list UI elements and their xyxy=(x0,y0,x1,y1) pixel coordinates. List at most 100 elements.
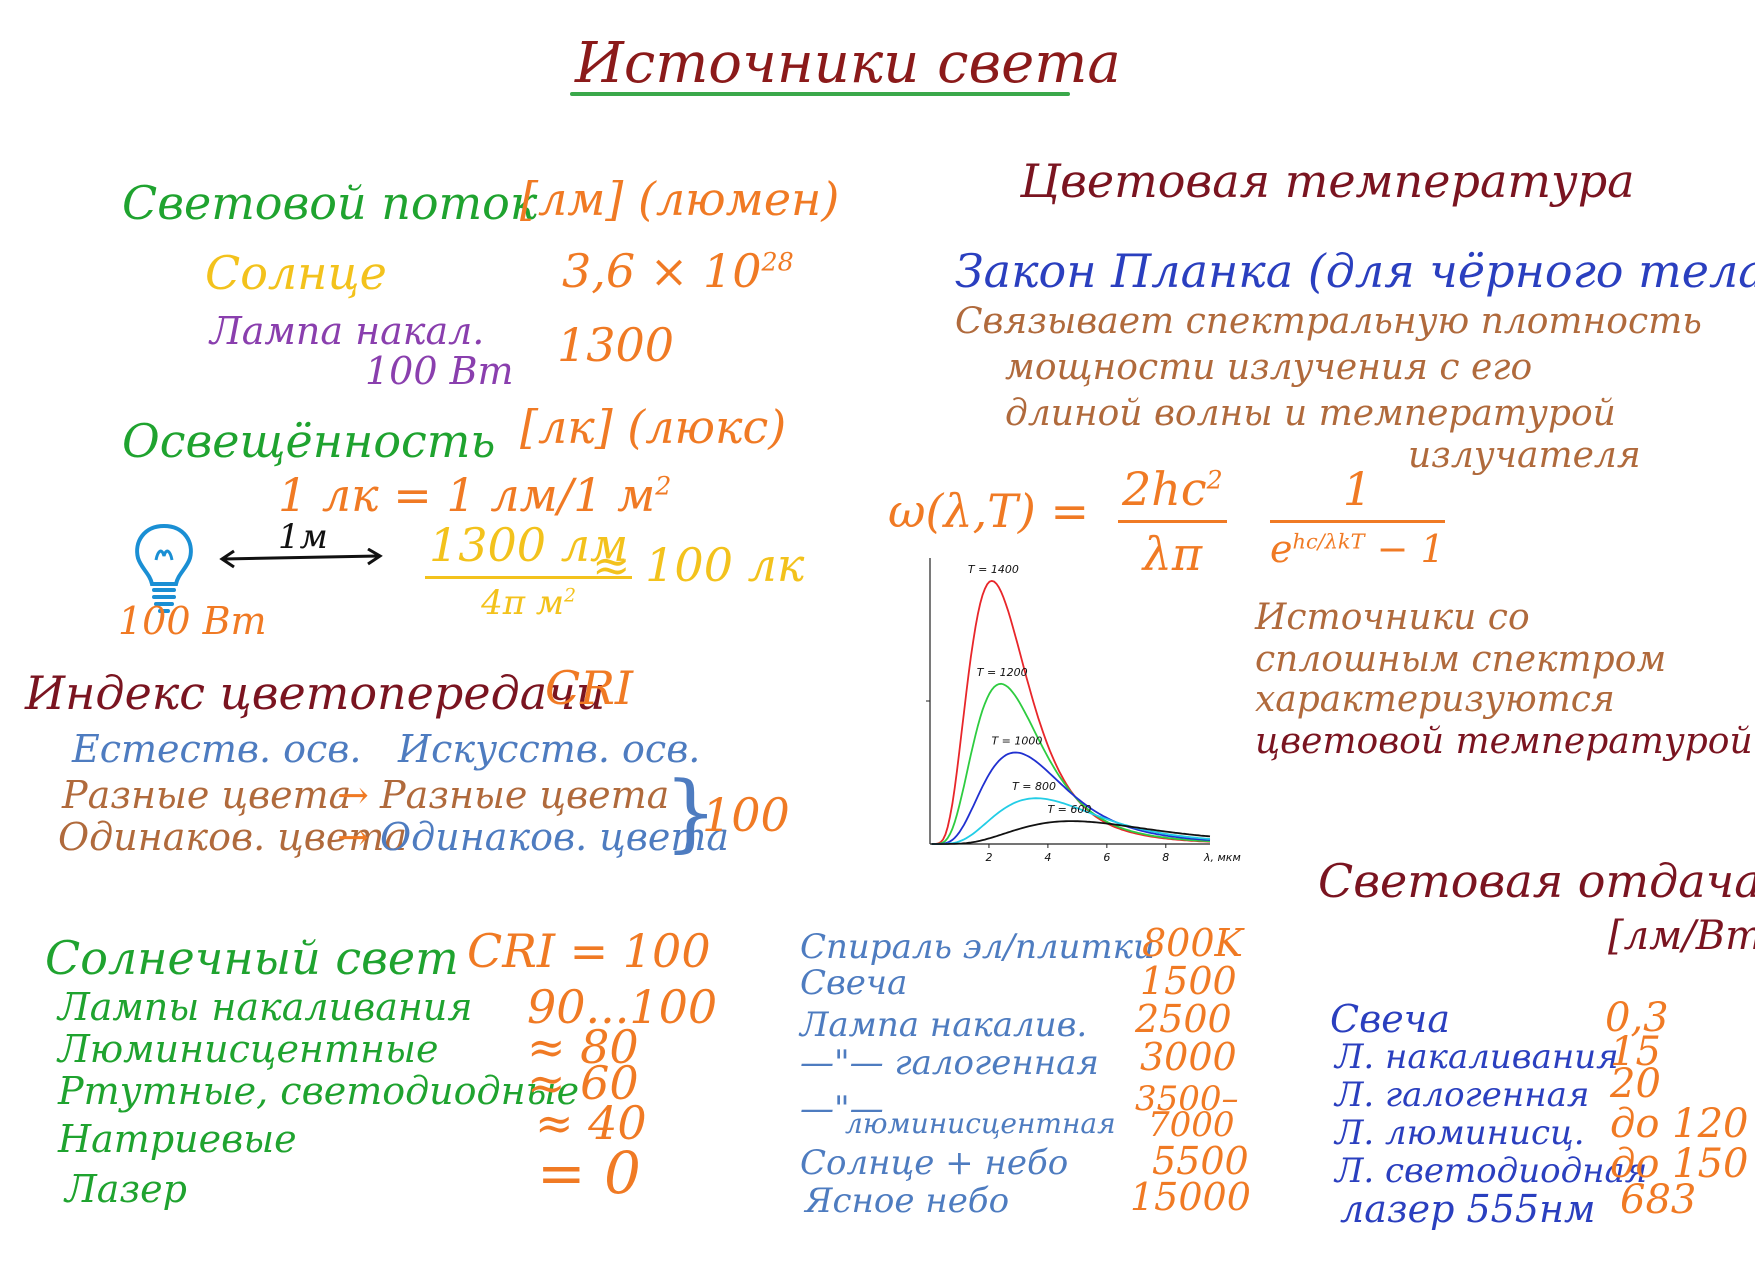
efficacy-item-label: Л. накаливания xyxy=(1335,1037,1619,1077)
cri-natural: Естеств. осв. xyxy=(72,727,362,771)
series-label: T = 600 xyxy=(1047,803,1091,816)
illum-fraction-numerator: 1300 лм xyxy=(429,518,629,572)
illum-unit: [лк] (люкс) xyxy=(520,400,787,454)
efficacy-item-value: до 120 xyxy=(1610,1101,1749,1147)
cri-item-label: Люминисцентные xyxy=(58,1027,439,1071)
planck-desc-line: мощности излучения с его xyxy=(1005,347,1533,388)
bulb-power-label: 100 Вт xyxy=(118,599,267,643)
illum-fraction-denominator: 4π м2 xyxy=(425,579,632,623)
flux-sun-value: 3,6 × 1028 xyxy=(562,248,794,294)
planck-desc-line: излучателя xyxy=(1408,435,1641,476)
cri-row2-left: Одинаков. цвета xyxy=(58,815,408,859)
efficacy-item-value: 683 xyxy=(1620,1177,1697,1223)
flux-sun-label: Солнце xyxy=(205,246,387,300)
x-axis-label: λ, мкм xyxy=(1203,851,1241,862)
series-label: T = 1200 xyxy=(977,666,1028,679)
planck-f2-bar xyxy=(1270,520,1445,523)
cri-item-label: Лампы накаливания xyxy=(58,985,473,1029)
illum-fraction-den-exponent: 2 xyxy=(564,585,576,607)
cri-heading: Индекс цветопередачи xyxy=(25,666,606,720)
planck-formula-lhs: ω(λ,T) = xyxy=(888,484,1090,538)
planck-f1-num-text: 2hc xyxy=(1122,462,1207,516)
temp-item-value: 2500 xyxy=(1135,997,1232,1041)
illum-fraction-den-text: 4π м xyxy=(481,583,565,623)
efficacy-item-value: 20 xyxy=(1610,1061,1661,1107)
temp-item-label: Ясное небо xyxy=(805,1181,1010,1221)
series-line xyxy=(931,751,1211,845)
cri-sun-value: CRI = 100 xyxy=(467,924,711,978)
cri-row1-right: Разные цвета xyxy=(380,773,670,817)
temp-item-value: 3000 xyxy=(1140,1035,1237,1079)
distance-label: 1м xyxy=(278,517,328,557)
colortemp-note-line: характеризуются xyxy=(1255,679,1615,720)
cri-brace: } xyxy=(664,763,718,861)
temp-item-label: люминисцентная xyxy=(845,1107,1116,1140)
temp-item-label: Лампа накалив. xyxy=(800,1005,1088,1045)
illum-heading: Освещённость xyxy=(122,414,496,468)
cri-item-value: ≈ 60 xyxy=(527,1056,639,1110)
cri-artificial: Искусств. осв. xyxy=(398,727,701,771)
temp-item-label: —"— галогенная xyxy=(800,1043,1099,1083)
efficacy-unit: [лм/Вт] xyxy=(1608,913,1755,959)
temp-item-value: 5500 xyxy=(1152,1139,1249,1183)
flux-lamp-power: 100 Вт xyxy=(365,349,514,393)
colortemp-note-line: сплошным спектром xyxy=(1255,639,1667,680)
temp-item-label: Солнце + небо xyxy=(800,1143,1069,1183)
cri-item-value: 90...100 xyxy=(527,980,718,1034)
efficacy-heading: Световая отдача xyxy=(1318,854,1755,908)
planck-f1-num-exponent: 2 xyxy=(1206,465,1223,495)
cri-item-value: ≈ 80 xyxy=(527,1020,639,1074)
planck-f2-den-tail: − 1 xyxy=(1364,527,1445,571)
efficacy-item-value: 0,3 xyxy=(1605,995,1669,1041)
temp-item-value: 3500– xyxy=(1135,1079,1239,1119)
efficacy-item-value: до 150 xyxy=(1610,1141,1749,1187)
illum-definition-text: 1 лк = 1 лм/1 м xyxy=(278,468,656,522)
temp-item-label: Спираль эл/плитки xyxy=(800,927,1155,967)
planck-f2-numerator: 1 xyxy=(1342,462,1372,516)
flux-lamp-label: Лампа накал. xyxy=(210,309,485,353)
colortemp-note-line: Источники со xyxy=(1255,597,1530,638)
planck-desc-line: длиной волны и температурой xyxy=(1005,393,1616,434)
planck-chart: 2 4 6 8 λ, мкм T = 1400 T = 1200 T = 1000 T = 80… xyxy=(926,558,1241,862)
x-tick-label: 2 xyxy=(985,851,992,862)
efficacy-item-label: Свеча xyxy=(1330,997,1450,1041)
series-line xyxy=(931,820,1211,845)
flux-lamp-value: 1300 xyxy=(557,318,675,372)
cri-item-value: = 0 xyxy=(537,1139,641,1207)
efficacy-item-label: Л. люминисц. xyxy=(1335,1113,1585,1153)
efficacy-item-label: Л. галогенная xyxy=(1335,1075,1590,1115)
series-label: T = 1000 xyxy=(991,734,1042,747)
planck-f2-den-exponent: hc/λkT xyxy=(1292,529,1365,554)
cri-row1-arrow: → xyxy=(337,773,369,817)
temp-item-label: —"— xyxy=(800,1089,884,1129)
cri-item-label: Лазер xyxy=(65,1167,187,1211)
cri-abbr: CRI xyxy=(545,661,634,715)
planck-f1-numerator: 2hc2 xyxy=(1118,462,1227,520)
cri-item-label: Натриевые xyxy=(58,1117,297,1161)
planck-desc-line: Связывает спектральную плотность xyxy=(955,301,1702,342)
temp-item-value: 7000 xyxy=(1148,1105,1235,1145)
series-label: T = 800 xyxy=(1012,780,1056,793)
cri-item-value: ≈ 40 xyxy=(535,1096,647,1150)
illum-fraction-bar xyxy=(425,576,633,579)
illum-result: ≈ 100 лк xyxy=(592,538,805,592)
cri-row1-left: Разные цвета xyxy=(62,773,352,817)
efficacy-item-label: лазер 555нм xyxy=(1340,1187,1596,1231)
x-tick-label: 4 xyxy=(1044,851,1051,862)
illum-definition: 1 лк = 1 лм/1 м2 xyxy=(278,472,671,518)
temp-item-label: Свеча xyxy=(800,963,908,1003)
flux-heading: Световой поток xyxy=(122,176,538,230)
title-underline xyxy=(570,92,1070,96)
x-tick-label: 6 xyxy=(1103,851,1110,862)
series-line xyxy=(931,797,1211,845)
efficacy-item-label: Л. светодиодная xyxy=(1335,1151,1648,1191)
cri-item-label: Ртутные, светодиодные xyxy=(58,1069,580,1113)
illum-definition-exponent: 2 xyxy=(655,471,672,501)
temp-item-value: 800K xyxy=(1142,921,1243,965)
colortemp-note-emphasis: цветовой температурой xyxy=(1255,721,1753,762)
series-line xyxy=(931,682,1211,845)
cri-row2-right: Одинаков. цвета xyxy=(380,815,730,859)
planck-f2-den-base: e xyxy=(1270,527,1293,571)
flux-sun-mantissa: 3,6 × 10 xyxy=(562,244,762,298)
planck-title: Закон Планка (для чёрного тела) xyxy=(955,244,1755,298)
